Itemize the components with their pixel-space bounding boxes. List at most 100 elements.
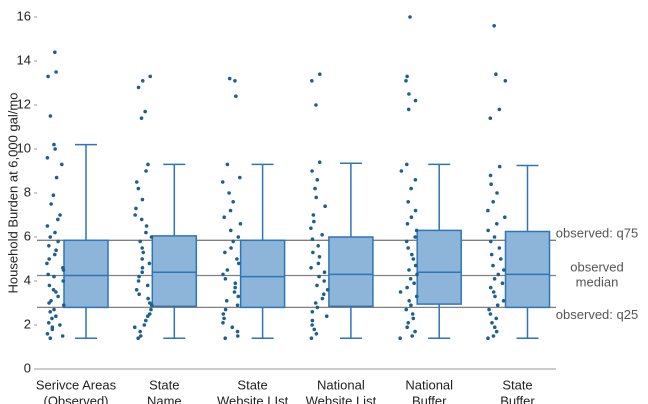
data-point [405, 325, 409, 330]
data-point [45, 332, 50, 336]
data-point [54, 70, 58, 74]
data-point [494, 316, 499, 321]
data-point [398, 290, 403, 294]
data-point [399, 169, 404, 173]
data-point [228, 208, 233, 213]
y-tick-label: 14 [17, 52, 31, 67]
data-point [46, 74, 50, 79]
data-point [46, 272, 50, 277]
data-point [404, 239, 409, 244]
data-point [488, 312, 493, 316]
data-point [492, 325, 497, 330]
data-point [491, 334, 496, 338]
data-point [134, 180, 139, 184]
y-axis-label: Household Burden at 6,000 gal/mo [5, 93, 20, 294]
data-point [405, 74, 409, 79]
data-point [236, 261, 241, 266]
data-point [136, 336, 140, 341]
data-point [49, 202, 53, 206]
data-point [225, 268, 230, 272]
data-point [145, 283, 150, 288]
reference-label: observed: q25 [556, 307, 638, 322]
data-point [223, 277, 228, 281]
data-point [409, 303, 413, 308]
box [151, 235, 198, 308]
data-point [48, 114, 53, 118]
data-point [398, 336, 402, 341]
data-point [407, 92, 411, 96]
data-point [222, 215, 227, 219]
data-point [406, 246, 410, 250]
data-point [147, 261, 152, 266]
data-point [502, 268, 506, 272]
data-point [412, 281, 416, 286]
data-point [406, 107, 411, 112]
data-point [317, 72, 322, 76]
data-point [314, 103, 318, 107]
data-point [52, 307, 56, 312]
data-point [314, 195, 319, 200]
data-point [235, 303, 240, 308]
data-point [320, 296, 325, 301]
data-point [48, 235, 53, 239]
data-point [229, 246, 233, 250]
data-point [45, 156, 50, 160]
x-tick-label: Buffer [412, 393, 447, 404]
data-point [486, 208, 490, 213]
box [416, 229, 462, 305]
x-tick-label: State [502, 377, 532, 392]
data-point [404, 162, 409, 167]
data-point [486, 336, 490, 341]
data-point [136, 85, 141, 90]
data-point [140, 79, 145, 83]
data-point [488, 173, 493, 178]
data-point [238, 175, 242, 180]
data-point [136, 186, 141, 191]
data-point [222, 316, 226, 321]
data-point [54, 290, 58, 294]
y-tick-label: 10 [17, 140, 31, 155]
data-point [311, 213, 316, 217]
data-point [45, 224, 50, 228]
data-point [51, 288, 56, 292]
data-point [235, 257, 239, 261]
data-point [53, 230, 57, 235]
x-tick-label: (Observed) [43, 393, 108, 404]
data-point [409, 186, 413, 191]
data-point [229, 228, 233, 233]
x-tick-label: State [149, 377, 179, 392]
data-point [491, 263, 495, 268]
data-point [132, 325, 137, 330]
x-tick-label: National [317, 377, 365, 392]
data-point [320, 233, 324, 237]
data-point [149, 235, 154, 239]
data-point [315, 283, 319, 288]
data-point [47, 283, 52, 288]
data-point [221, 321, 225, 325]
data-point [411, 316, 416, 321]
data-point [494, 329, 499, 334]
data-point [146, 296, 150, 301]
data-point [410, 334, 414, 338]
data-point [309, 266, 313, 270]
data-point [235, 329, 240, 334]
data-point [224, 299, 229, 303]
data-point [413, 208, 418, 213]
data-point [138, 329, 142, 334]
y-tick-label: 6 [24, 228, 31, 243]
data-point [311, 250, 315, 255]
data-point [414, 228, 419, 233]
data-point [144, 224, 149, 228]
data-point [60, 334, 65, 338]
data-point [310, 318, 315, 323]
data-point [134, 206, 138, 211]
data-point [413, 98, 418, 103]
data-point [56, 239, 60, 244]
data-point [414, 294, 419, 299]
data-point [322, 292, 326, 297]
data-point [140, 197, 145, 202]
x-tick-label: Serivce Areas [36, 377, 117, 392]
box [328, 236, 374, 308]
data-point [494, 222, 499, 226]
data-point [225, 162, 230, 167]
